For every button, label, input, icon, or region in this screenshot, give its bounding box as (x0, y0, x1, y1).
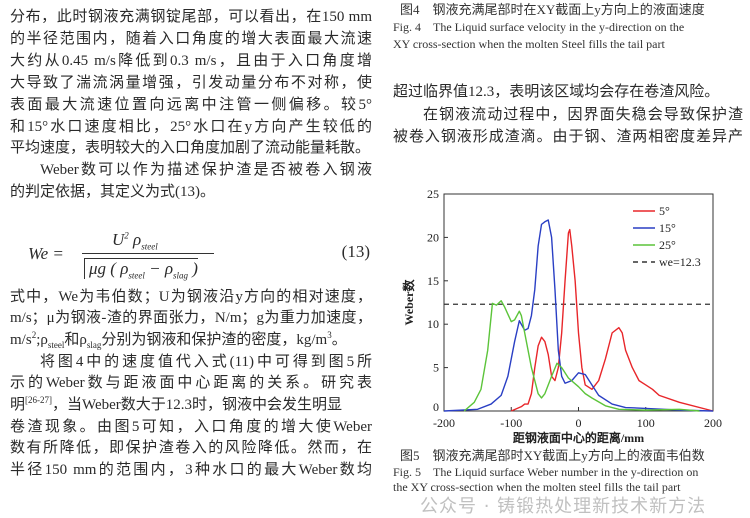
fig4-caption-en-1: Fig. 4 The Liquid surface velocity in th… (393, 20, 685, 34)
left-text-line: 平均速度，表明较大的入口角度加剧了流动能量耗散。 (10, 140, 371, 156)
left-text-line: 大导致了湍流涡量增强，引发动量分布不对称，使 (10, 75, 372, 91)
formula-denominator: μg ( ρsteel − ρslag ) (84, 258, 198, 281)
t: 和ρ (64, 332, 87, 348)
weber-formula: We = U2 ρsteel μg ( ρsteel − ρslag ) (13… (20, 230, 370, 284)
fig5-caption-en-1: Fig. 5 The Liquid surface Weber number i… (393, 465, 699, 479)
y-axis-label: Weber数 (401, 279, 416, 326)
series-line-15deg (443, 219, 714, 412)
numerator-sub: steel (141, 241, 158, 252)
left-text-line: 大约从0.45 m/s降低到0.3 m/s，且由于入口角度增 (10, 53, 372, 69)
y-tick-label: 0 (433, 400, 439, 414)
t: 明 (10, 397, 26, 413)
t: ，当Weber数大于12.3时，钢液中会发生明显 (52, 397, 343, 413)
legend-label: 15° (659, 221, 676, 235)
weber-chart: -200 -100 0 100 200 0 5 10 15 20 25 距钢液面中心的距离/mm Web… (401, 187, 722, 445)
t: ;ρ (36, 332, 48, 348)
legend-label: 5° (659, 204, 670, 218)
watermark: 公众号 · 铸锻热处理新技术新方法 (420, 496, 707, 517)
left-text-line: m/s2;ρsteel和ρslag分别为钢液和保护渣的密度，kg/m3。 (10, 330, 372, 350)
y-tick-label: 10 (427, 317, 439, 331)
fraction-bar (82, 253, 214, 254)
t: 2 (31, 330, 37, 340)
x-tick-label: -100 (500, 416, 522, 430)
den-sub2: slag (173, 270, 189, 281)
left-text-line: 数有所降低，即保护渣卷入的风险降低。然而，在 (10, 440, 372, 456)
citation: [26-27] (25, 395, 53, 405)
series-line-5deg (510, 228, 714, 412)
fig5-caption-zh: 图5 钢液充满尾部时XY截面上y方向上的液面韦伯数 (400, 448, 705, 463)
den-end: ) (188, 259, 198, 278)
left-text-line: 卷渣现象。由图5可知，入口角度的增大使Weber (10, 419, 372, 435)
left-text-line: 和15°水口速度相比，25°水口在y方向产生较低的 (10, 119, 372, 135)
fig4-caption-en-2: XY cross-section when the molten Steel f… (393, 37, 665, 51)
left-text-line: 式中，We为韦伯数；U为钢液沿y方向的相对速度， (10, 289, 372, 305)
x-tick-label: 200 (704, 416, 722, 430)
left-text-line: 半径150 mm的范围内，3种水口的最大Weber数均 (10, 462, 372, 478)
right-text-line: 在钢液流动过程中，因界面失稳会导致保护渣 (423, 107, 743, 123)
den-mid: − ρ (144, 259, 173, 278)
y-tick-label: 5 (433, 361, 439, 375)
left-text-line: 将图4中的速度值代入式(11)中可得到图5所 (40, 354, 372, 370)
t: 。 (331, 332, 347, 348)
equation-number: (13) (341, 242, 370, 261)
formula-numerator: U2 ρsteel (112, 230, 158, 252)
left-text-line: 分布，此时钢液充满钢锭尾部，可以看出，在150 mm (10, 9, 372, 25)
x-tick-label: -200 (433, 416, 455, 430)
series-line-25deg (463, 300, 700, 412)
y-tick-label: 15 (427, 274, 439, 288)
den-a: μg ( ρ (89, 259, 129, 278)
left-text-line: 的判定依据，其定义为式(13)。 (10, 184, 215, 200)
t: steel (47, 340, 65, 350)
left-text-line: m/s；μ为钢液-渣的界面张力，N/m；g为重力加速度， (10, 310, 372, 326)
left-text-line: Weber数可以作为描述保护渣是否被卷入钢液 (40, 162, 372, 178)
den-sub1: steel (128, 270, 145, 281)
numerator-rho: ρ (133, 230, 142, 249)
t: 3 (327, 330, 332, 340)
x-axis-label: 距钢液面中心的距离/mm (513, 430, 644, 445)
fig5-caption-en-2: the XY cross-section when the molten ste… (393, 480, 681, 494)
numerator-sup: 2 (124, 230, 129, 241)
y-tick-label: 20 (427, 230, 439, 244)
y-tick-label: 25 (427, 187, 439, 201)
right-text-line: 超过临界值12.3，表明该区域均会存在卷渣风险。 (393, 84, 720, 100)
legend-label: 25° (659, 238, 676, 252)
x-tick-label: 0 (576, 416, 582, 430)
t: 分别为钢液和保护渣的密度，kg/m (101, 332, 328, 348)
right-text-line: 被卷入钢液形成渣滴。由于钢、渣两相密度差异产 (393, 129, 743, 145)
fig4-caption-zh: 图4 钢液充满尾部时在XY截面上y方向上的液面速度 (400, 2, 705, 17)
numerator-u: U (112, 230, 125, 249)
left-text-line: 明[26-27]，当Weber数大于12.3时，钢液中会发生明显 (10, 395, 372, 415)
formula-lhs: We = (28, 244, 64, 263)
x-tick-label: 100 (637, 416, 655, 430)
left-text-line: 表面最大流速位置向远离中注管一侧偏移。较5° (10, 97, 372, 113)
legend-label: we=12.3 (659, 255, 701, 269)
t: slag (86, 340, 102, 350)
t: m/s (10, 332, 32, 348)
left-text-line: 示的Weber数与距液面中心距离的关系。研究表 (10, 375, 372, 391)
left-text-line: 的半径范围内，随着入口角度的增大表面最大流速 (10, 31, 372, 47)
